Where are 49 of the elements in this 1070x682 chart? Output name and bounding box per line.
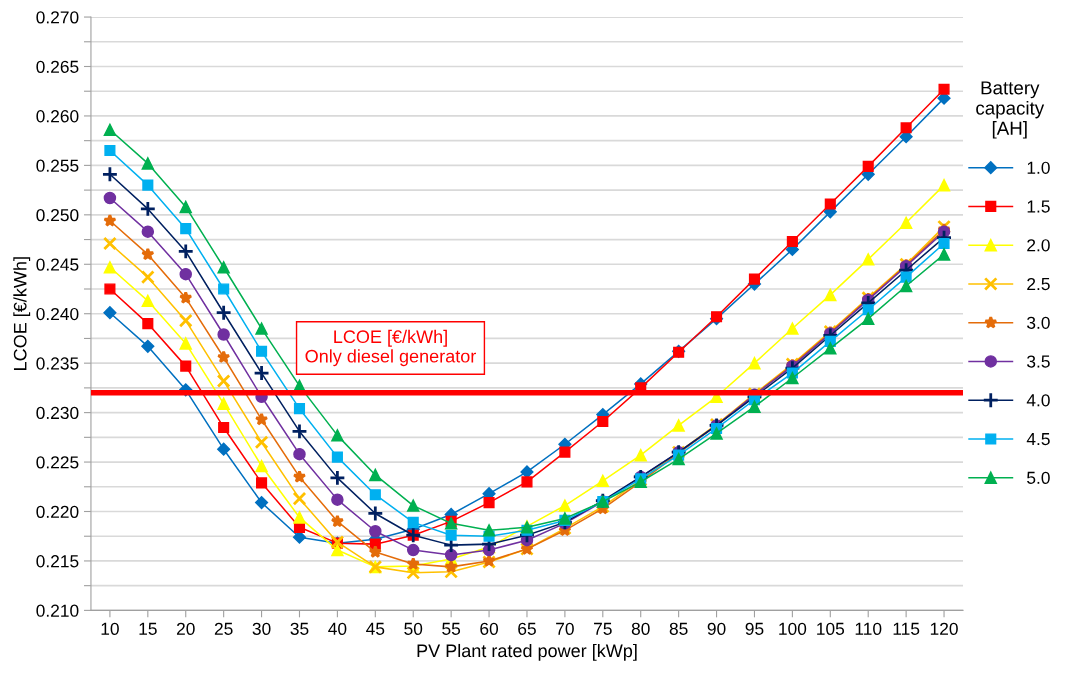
x-tick-label: 50 — [404, 622, 423, 635]
y-tick-label: 0.240 — [36, 307, 79, 321]
y-tick-label: 0.235 — [36, 357, 79, 370]
x-tick-label: 65 — [518, 622, 536, 635]
x-tick-label: 80 — [631, 622, 650, 635]
y-tick-label: 0.225 — [36, 456, 79, 469]
y-tick-label: 0.270 — [36, 11, 79, 24]
ref-line-label: LCOE [€/kWh] Only diesel generator — [305, 329, 476, 367]
legend-title: Battery capacity [AH] — [976, 81, 1045, 139]
x-tick-label: 105 — [817, 622, 845, 635]
y-tick-label: 0.260 — [36, 110, 79, 123]
x-tick-label: 35 — [290, 622, 309, 635]
y-tick-label: 0.210 — [36, 604, 79, 617]
x-tick-label: 60 — [480, 622, 499, 635]
x-tick-label: 90 — [707, 622, 726, 635]
x-tick-label: 15 — [139, 622, 157, 635]
legend-label: 3.5 — [1027, 355, 1050, 368]
y-tick-label: 0.255 — [36, 159, 79, 172]
y-axis-title: LCOE [€/kWh] — [13, 257, 31, 370]
x-tick-label: 75 — [594, 622, 612, 635]
y-tick-label: 0.230 — [36, 406, 79, 420]
x-tick-label: 70 — [556, 622, 574, 635]
x-tick-label: 30 — [252, 622, 271, 635]
x-tick-label: 10 — [101, 622, 119, 635]
y-tick-label: 0.250 — [36, 209, 79, 222]
x-tick-label: 20 — [176, 622, 195, 635]
x-tick-label: 55 — [442, 622, 461, 635]
legend-label: 4.5 — [1026, 433, 1050, 446]
x-tick-label: 40 — [328, 622, 347, 635]
legend-label: 2.0 — [1027, 239, 1050, 252]
x-tick-label: 100 — [779, 622, 807, 635]
y-tick-label: 0.220 — [36, 505, 79, 518]
x-tick-label: 110 — [855, 622, 882, 635]
y-tick-label: 0.215 — [36, 555, 79, 568]
legend-label: 4.0 — [1026, 394, 1050, 407]
y-tick-label: 0.245 — [36, 258, 79, 271]
x-tick-label: 115 — [893, 622, 920, 635]
x-axis-title: PV Plant rated power [kWp] — [417, 643, 637, 661]
legend-label: 2.5 — [1027, 277, 1050, 291]
legend-label: 1.0 — [1027, 161, 1050, 174]
x-tick-label: 120 — [930, 622, 958, 635]
x-tick-label: 95 — [745, 622, 764, 635]
y-tick-label: 0.265 — [36, 60, 79, 73]
x-tick-label: 25 — [214, 622, 233, 635]
legend-label: 1.5 — [1027, 200, 1050, 213]
x-tick-label: 45 — [366, 622, 385, 635]
x-tick-label: 85 — [669, 622, 688, 635]
legend-label: 3.0 — [1027, 316, 1050, 329]
legend-label: 5.0 — [1027, 471, 1050, 484]
